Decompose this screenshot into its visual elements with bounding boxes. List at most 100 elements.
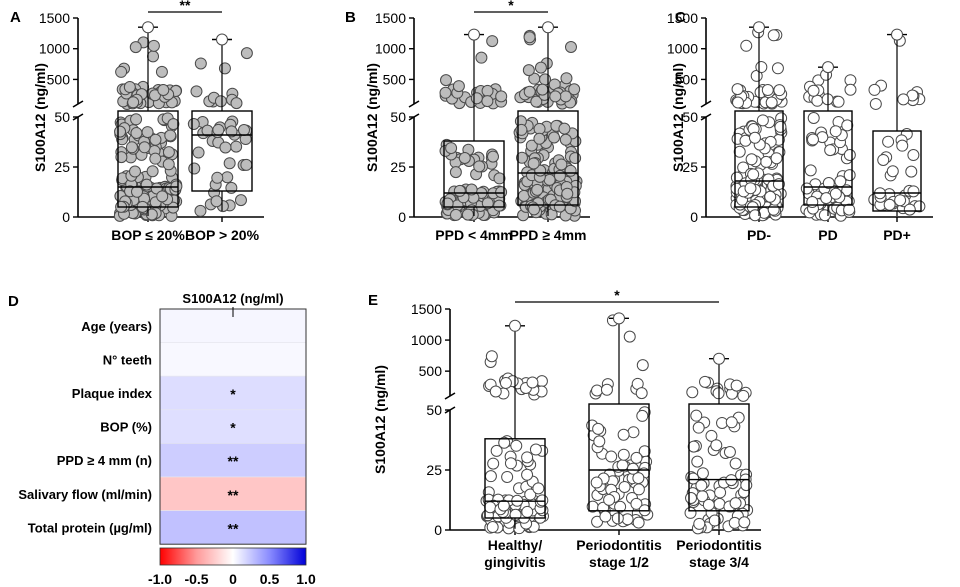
- data-point: [614, 500, 627, 513]
- data-point: [129, 165, 142, 178]
- data-point: [635, 387, 648, 400]
- x-category-label: PPD ≥ 4mm: [510, 227, 587, 243]
- axis-break-mark: [444, 392, 456, 400]
- data-point: [560, 72, 573, 85]
- data-point: [731, 96, 744, 109]
- data-point: [877, 153, 890, 166]
- data-point: [623, 330, 636, 343]
- data-point: [564, 164, 577, 177]
- data-point: [691, 455, 704, 468]
- data-point: [725, 416, 738, 429]
- y-axis-label: S100A12 (ng/ml): [670, 63, 686, 172]
- y-tick-label: 25: [426, 462, 442, 478]
- heatmap-row-label: Plaque index: [72, 386, 153, 401]
- data-point: [760, 155, 773, 168]
- panel-b-chart: B S100A12 (ng/ml) 0 25 50 500 1000 1500 PPD < 4m…: [345, 0, 590, 243]
- data-point: [737, 161, 750, 174]
- panel-d-heatmap: D S100A12 (ng/ml) Age (years) N° teeth Plaqu…: [8, 291, 316, 587]
- y-tick-label: 50: [390, 109, 406, 125]
- data-point: [485, 350, 498, 363]
- data-point: [818, 209, 831, 222]
- data-point: [605, 450, 618, 463]
- data-point: [115, 65, 128, 78]
- data-point: [157, 84, 170, 97]
- data-point: [473, 160, 486, 173]
- data-point: [829, 125, 842, 138]
- data-point: [692, 421, 705, 434]
- panel-a-chart: A S100A12 (ng/ml) 0 25 50 500 1000 1500 BOP ≤ 20…: [10, 0, 264, 243]
- data-point: [549, 90, 562, 103]
- data-point: [449, 208, 462, 221]
- data-point: [740, 479, 753, 492]
- data-point: [747, 168, 760, 181]
- colorbar: [159, 547, 307, 566]
- y-tick-label: 25: [682, 159, 698, 175]
- data-point: [687, 472, 700, 485]
- data-point: [221, 171, 234, 184]
- axis-break-mark: [72, 100, 84, 108]
- data-point: [800, 182, 813, 195]
- data-point: [146, 165, 159, 178]
- panel-c-chart: C S100A12 (ng/ml) 0 25 50 500 1000 1500 PD- PD PD+: [667, 9, 933, 243]
- data-point: [240, 158, 253, 171]
- data-point: [561, 187, 574, 200]
- data-point: [528, 203, 541, 216]
- data-point: [521, 505, 534, 518]
- data-point: [536, 494, 549, 507]
- data-point: [470, 92, 483, 105]
- y-tick-label: 1000: [39, 41, 70, 57]
- data-point: [626, 462, 639, 475]
- data-point: [558, 122, 571, 135]
- data-point: [636, 409, 649, 422]
- data-point: [767, 29, 780, 42]
- data-point: [731, 83, 744, 96]
- panel-label: D: [8, 293, 19, 310]
- y-tick-label: 1500: [39, 10, 70, 26]
- data-point: [194, 57, 207, 70]
- data-point: [162, 158, 175, 171]
- data-point: [733, 145, 746, 158]
- data-point: [489, 385, 502, 398]
- data-point: [533, 132, 546, 145]
- heatmap-cell: [159, 375, 307, 411]
- data-point: [723, 446, 736, 459]
- data-point: [440, 74, 453, 87]
- significance-label: *: [614, 287, 620, 303]
- data-point: [559, 133, 572, 146]
- data-point: [905, 165, 918, 178]
- data-point: [806, 196, 819, 209]
- data-point: [499, 376, 512, 389]
- data-point: [212, 123, 225, 136]
- data-point: [617, 448, 630, 461]
- data-point: [495, 186, 508, 199]
- data-point: [138, 141, 151, 154]
- y-tick-label: 1000: [411, 332, 442, 348]
- x-category-label: Periodontitis: [576, 537, 662, 553]
- data-point: [702, 498, 715, 511]
- panel-label: E: [368, 292, 378, 309]
- data-point: [530, 95, 543, 108]
- heatmap-significance: **: [228, 453, 239, 469]
- y-tick-label: 0: [690, 209, 698, 225]
- data-point: [526, 376, 539, 389]
- data-point: [130, 113, 143, 126]
- data-point: [123, 81, 136, 94]
- data-point: [167, 118, 180, 131]
- data-point: [886, 165, 899, 178]
- heatmap-significance: **: [228, 487, 239, 503]
- data-point: [465, 183, 478, 196]
- data-point: [568, 83, 581, 96]
- heatmap-row-label: N° teeth: [103, 352, 152, 367]
- data-point: [843, 203, 856, 216]
- data-point: [611, 512, 624, 525]
- data-point: [756, 114, 769, 127]
- data-point: [696, 467, 709, 480]
- x-category-label: BOP ≤ 20%: [111, 227, 185, 243]
- y-tick-label: 0: [62, 209, 70, 225]
- data-point: [592, 422, 605, 435]
- data-point: [130, 126, 143, 139]
- x-category-label: PD+: [883, 227, 911, 243]
- data-point: [771, 62, 784, 75]
- data-point: [897, 93, 910, 106]
- heatmap-cell: [159, 342, 307, 377]
